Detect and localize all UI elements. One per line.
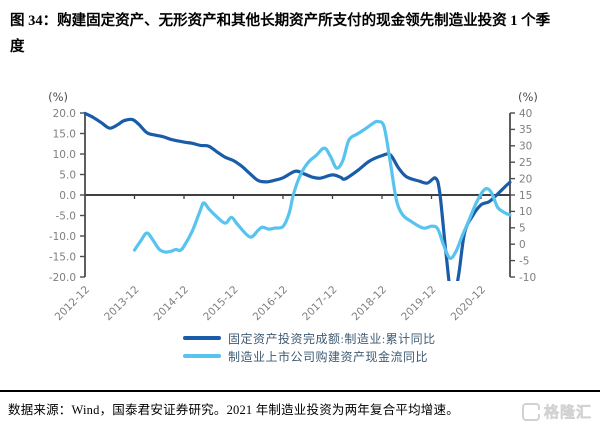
- gelonghui-logo-icon: [521, 402, 541, 421]
- left-axis-tick-label: 5.0: [59, 169, 76, 181]
- right-axis-tick-label: 15: [519, 190, 532, 202]
- left-axis-tick-label: 10.0: [53, 149, 76, 161]
- x-axis-tick-label: 2020-12: [449, 284, 489, 324]
- line-chart: (%) (%) 20.0 15.0 10.0 5.0 0.0 -5.0 -10.0 -15.0 -2…: [48, 90, 538, 324]
- series-line-fixed-asset-investment: [84, 111, 512, 281]
- x-axis-tick-label: 2015-12: [201, 284, 241, 324]
- left-axis-tick-label: 15.0: [53, 128, 76, 140]
- right-axis-unit-label: (%): [518, 90, 538, 104]
- left-axis-tick-label: -10.0: [49, 231, 76, 243]
- right-axis-tick-label: 0: [519, 239, 526, 251]
- x-axis-tick-label: 2014-12: [152, 284, 192, 324]
- left-axis-tick-label: -15.0: [49, 251, 76, 263]
- x-axis-tick-label: 2016-12: [251, 284, 291, 324]
- right-axis-tick-label: 40: [519, 108, 532, 120]
- series-line-cash-flow: [132, 119, 512, 260]
- chart-legend: 固定资产投资完成额:制造业:累计同比 制造业上市公司购建资产现金流同比: [183, 331, 436, 364]
- footer: 数据来源：Wind，国泰君安证券研究。2021 年制造业投资为两年复合平均增速。…: [0, 390, 600, 422]
- right-axis-tick-label: 5: [519, 223, 526, 235]
- right-axis-tick-label: 10: [519, 206, 532, 218]
- x-axis-tick-label: 2012-12: [53, 284, 93, 324]
- right-axis-tick-label: 35: [519, 124, 532, 136]
- legend-label: 制造业上市公司购建资产现金流同比: [228, 349, 429, 364]
- right-axis-tick-label: 30: [519, 141, 532, 153]
- x-axis-tick-label: 2013-12: [102, 284, 142, 324]
- data-source-note: 数据来源：Wind，国泰君安证券研究。2021 年制造业投资为两年复合平均增速。: [8, 403, 459, 417]
- legend-swatch-light-line: [183, 354, 221, 358]
- right-axis-tick-label: 20: [519, 173, 532, 185]
- legend-swatch-dark-line: [183, 336, 221, 340]
- left-axis-tick-label: -5.0: [56, 210, 77, 222]
- gelonghui-logo-text: 格隆汇: [543, 404, 592, 422]
- right-axis-tick-label: -5: [519, 255, 529, 267]
- left-axis-tick-label: 20.0: [53, 108, 76, 120]
- x-axis-tick-label: 2017-12: [300, 284, 340, 324]
- x-axis-tick-label: 2018-12: [350, 284, 390, 324]
- legend-label: 固定资产投资完成额:制造业:累计同比: [228, 331, 436, 346]
- gelonghui-watermark: 格隆汇: [521, 401, 600, 422]
- right-axis-tick-label: -10: [519, 272, 536, 284]
- left-axis-unit-label: (%): [48, 90, 68, 104]
- legend-item-fixed-asset-investment: 固定资产投资完成额:制造业:累计同比: [183, 331, 436, 346]
- figure-title: 图 34：购建固定资产、无形资产和其他长期资产所支付的现金领先制造业投资 1 个…: [10, 13, 551, 55]
- left-axis-tick-label: -20.0: [49, 272, 76, 284]
- left-axis-tick-label: 0.0: [59, 190, 76, 202]
- legend-item-cash-flow: 制造业上市公司购建资产现金流同比: [183, 349, 436, 364]
- x-axis-tick-label: 2019-12: [399, 284, 439, 324]
- right-axis-tick-label: 25: [519, 157, 532, 169]
